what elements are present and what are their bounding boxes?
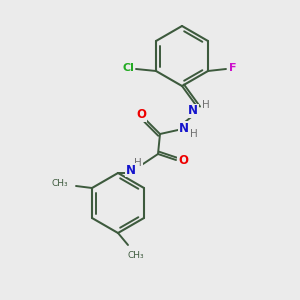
Text: N: N bbox=[126, 164, 136, 176]
Text: F: F bbox=[229, 63, 237, 73]
Text: H: H bbox=[202, 100, 210, 110]
Text: O: O bbox=[136, 109, 146, 122]
Text: H: H bbox=[190, 129, 198, 139]
Text: N: N bbox=[188, 104, 198, 118]
Text: CH₃: CH₃ bbox=[51, 179, 68, 188]
Text: Cl: Cl bbox=[122, 63, 134, 73]
Text: H: H bbox=[134, 158, 142, 168]
Text: O: O bbox=[178, 154, 188, 167]
Text: N: N bbox=[179, 122, 189, 134]
Text: CH₃: CH₃ bbox=[128, 250, 144, 260]
